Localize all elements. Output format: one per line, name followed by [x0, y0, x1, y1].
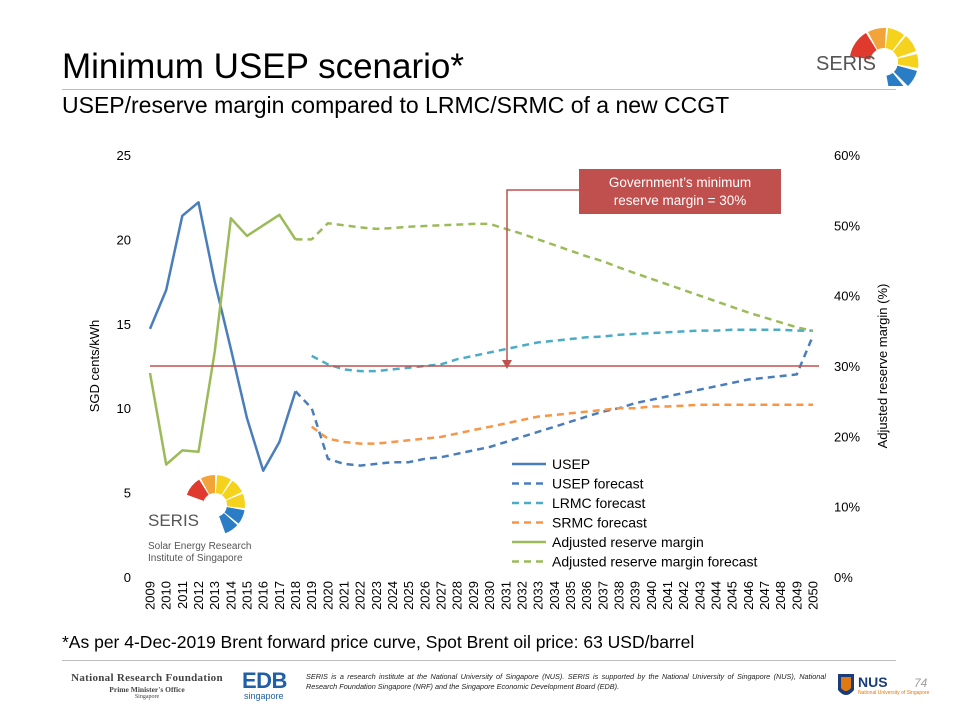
x-tick-label: 2009 [143, 581, 158, 610]
nrf-logo: National Research Foundation Prime Minis… [62, 672, 232, 700]
legend-label: USEP forecast [552, 476, 644, 492]
edb-sub-label: singapore [244, 691, 284, 701]
disclaimer-text: SERIS is a research institute at the Nat… [306, 672, 826, 691]
nus-sub-label: National University of Singapore [858, 690, 930, 696]
arrow-head-icon [502, 360, 512, 369]
x-tick-label: 2038 [611, 581, 626, 610]
y-tick-label: 25 [117, 148, 131, 163]
page-subtitle: USEP/reserve margin compared to LRMC/SRM… [62, 92, 730, 118]
annotation-text-line1: Government’s minimum [609, 175, 751, 190]
x-tick-label: 2010 [159, 581, 174, 610]
annotation-arrow [506, 189, 580, 362]
x-tick-label: 2020 [320, 581, 335, 610]
x-tick-label: 2016 [256, 581, 271, 610]
x-tick-label: 2030 [482, 581, 497, 610]
x-tick-label: 2022 [353, 581, 368, 610]
x-tick-label: 2029 [466, 581, 481, 610]
nrf-line1: National Research Foundation [71, 672, 223, 684]
seris-logo-header: SERIS [812, 10, 928, 95]
x-tick-label: 2046 [741, 581, 756, 610]
x-tick-label: 2042 [676, 581, 691, 610]
x-tick-label: 2014 [223, 581, 238, 610]
x-tick-label: 2048 [773, 581, 788, 610]
y2-tick-label: 20% [834, 429, 860, 444]
y-tick-label: 20 [117, 232, 131, 247]
x-tick-label: 2013 [207, 581, 222, 610]
seris-inset-name-1: Solar Energy Research [148, 541, 251, 552]
y2-tick-label: 60% [834, 148, 860, 163]
series-line [148, 201, 297, 472]
x-tick-label: 2026 [417, 581, 432, 610]
y-tick-label: 15 [117, 317, 131, 332]
y2-tick-label: 30% [834, 359, 860, 374]
edb-main-label: EDB [242, 668, 287, 693]
series-line [311, 328, 813, 373]
y-tick-label: 0 [124, 570, 131, 585]
annotation-text-line2: reserve margin = 30% [614, 193, 746, 208]
x-tick-label: 2012 [191, 581, 206, 610]
x-tick-label: 2032 [514, 581, 529, 610]
x-tick-label: 2019 [304, 581, 319, 610]
legend-label: USEP [552, 456, 590, 472]
seris-header-label: SERIS [816, 53, 876, 75]
x-tick-label: 2050 [806, 581, 821, 610]
annotation-box [579, 169, 781, 214]
x-tick-label: 2017 [272, 581, 287, 610]
page-number: 74 [914, 676, 928, 690]
nrf-line3: Singapore [134, 694, 160, 700]
y2-tick-label: 10% [834, 500, 860, 515]
y2-tick-label: 50% [834, 218, 860, 233]
x-tick-label: 2040 [644, 581, 659, 610]
series-line [295, 221, 814, 333]
x-tick-label: 2015 [240, 581, 255, 610]
nrf-line2: Prime Minister's Office [109, 685, 185, 694]
x-tick-label: 2027 [434, 581, 449, 610]
x-tick-label: 2024 [385, 581, 400, 610]
x-tick-label: 2011 [175, 581, 190, 609]
footer-divider [62, 660, 896, 661]
legend-label: LRMC forecast [552, 495, 645, 511]
x-tick-label: 2044 [708, 581, 723, 610]
x-tick-label: 2041 [660, 581, 675, 610]
x-tick-label: 2049 [789, 581, 804, 610]
series-line [294, 335, 815, 467]
x-tick-label: 2037 [595, 581, 610, 610]
title-divider [62, 89, 896, 90]
series-line [310, 403, 813, 445]
legend-label: Adjusted reserve margin [552, 534, 704, 550]
footnote: *As per 4-Dec-2019 Brent forward price c… [62, 632, 695, 652]
legend-label: SRMC forecast [552, 515, 647, 531]
seris-inset-name-2: Institute of Singapore [148, 553, 243, 564]
logo-hole [203, 493, 227, 517]
y-tick-label: 10 [117, 401, 131, 416]
legend-label: Adjusted reserve margin forecast [552, 554, 758, 570]
x-tick-label: 2036 [579, 581, 594, 610]
y2-axis-label: Adjusted reserve margin (%) [875, 284, 890, 449]
nus-crest-icon [838, 674, 854, 695]
x-tick-label: 2025 [401, 581, 416, 610]
x-tick-label: 2034 [547, 581, 562, 610]
x-tick-label: 2033 [531, 581, 546, 610]
x-tick-label: 2021 [337, 581, 352, 610]
x-tick-label: 2018 [288, 581, 303, 610]
x-tick-label: 2028 [450, 581, 465, 610]
y-tick-label: 5 [124, 486, 131, 501]
x-tick-label: 2043 [692, 581, 707, 610]
y2-tick-label: 0% [834, 570, 853, 585]
page-title: Minimum USEP scenario* [62, 47, 464, 86]
x-tick-label: 2035 [563, 581, 578, 610]
x-tick-label: 2045 [725, 581, 740, 610]
y2-tick-label: 40% [834, 289, 860, 304]
x-tick-label: 2031 [498, 581, 513, 610]
nus-label: NUS [858, 674, 888, 690]
series-line [148, 213, 297, 466]
seris-inset-label: SERIS [148, 511, 199, 530]
x-tick-label: 2039 [628, 581, 643, 610]
edb-logo: EDB singapore [242, 670, 287, 701]
y-axis-label: SGD cents/kWh [87, 320, 102, 412]
x-tick-label: 2023 [369, 581, 384, 610]
x-tick-label: 2047 [757, 581, 772, 610]
